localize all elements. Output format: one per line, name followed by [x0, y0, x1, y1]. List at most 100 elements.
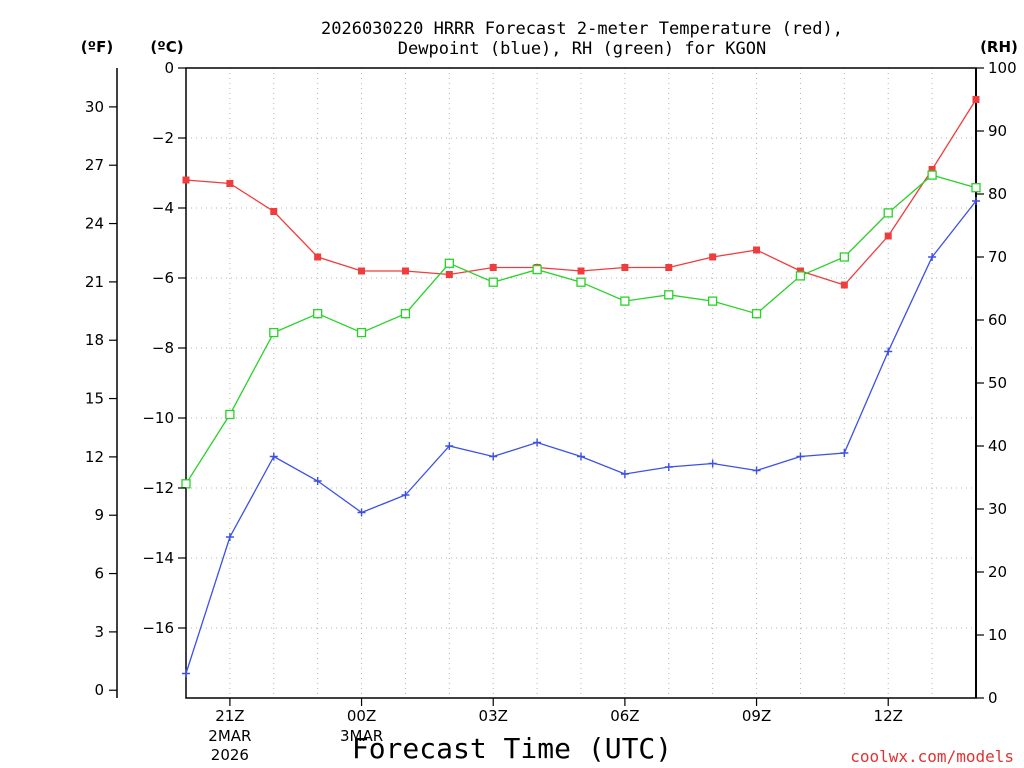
temperature-point — [709, 253, 717, 261]
rh-tick-label: 90 — [988, 122, 1007, 140]
temperature-point — [489, 264, 497, 271]
rh-tick-label: 30 — [988, 500, 1007, 518]
temperature-point — [928, 166, 936, 173]
temperature-point — [401, 267, 409, 275]
fahrenheit-tick-label: 15 — [85, 390, 104, 408]
temperature-point — [182, 176, 190, 184]
fahrenheit-tick-label: 21 — [85, 273, 104, 291]
rh-point — [356, 327, 367, 338]
celsius-tick-label: −4 — [152, 199, 174, 217]
tick-layer: 0 −2 −4 −6 −8 −10 −12 −14 −16 0 3 6 9 12 15 18 21 24 27 30 0… — [85, 59, 1017, 764]
x-tick-label: 21Z — [215, 707, 244, 725]
rh-point — [751, 309, 762, 319]
fahrenheit-tick-label: 6 — [94, 565, 104, 583]
fahrenheit-tick-label: 12 — [85, 448, 104, 466]
rh-point — [664, 290, 674, 300]
fahrenheit-tick-label: 27 — [85, 156, 104, 174]
celsius-tick-label: −8 — [152, 339, 174, 357]
rh-point — [532, 264, 542, 275]
grid — [186, 68, 976, 698]
rh-point — [883, 208, 893, 218]
x-tick-label: 06Z — [610, 707, 639, 725]
x-tick-date-label: 2MAR — [208, 727, 251, 745]
fahrenheit-unit-label: (ºF) — [81, 38, 113, 56]
dewpoint-point — [796, 452, 805, 461]
rh-tick-label: 10 — [988, 626, 1007, 644]
temperature-point — [840, 281, 848, 289]
rh-tick-label: 0 — [988, 689, 998, 707]
x-tick-label: 00Z — [347, 707, 376, 725]
temperature-point — [621, 264, 629, 271]
temperature-point — [753, 246, 761, 254]
rh-tick-label: 40 — [988, 437, 1007, 455]
rh-point — [444, 258, 454, 268]
rh-unit-label: (RH) — [980, 38, 1018, 56]
x-axis-title: Forecast Time (UTC) — [352, 732, 672, 765]
celsius-tick-label: −10 — [142, 409, 174, 427]
rh-point — [795, 271, 806, 281]
rh-tick-label: 50 — [988, 374, 1007, 392]
dewpoint-point — [533, 438, 542, 447]
rh-tick-label: 80 — [988, 185, 1007, 203]
rh-tick-label: 20 — [988, 563, 1007, 581]
dewpoint-point — [928, 253, 937, 261]
rh-point — [225, 409, 235, 420]
celsius-tick-label: −12 — [142, 479, 174, 497]
rh-point — [488, 277, 498, 287]
dewpoint-point — [577, 452, 585, 461]
dewpoint-point — [225, 533, 234, 541]
fahrenheit-tick-label: 0 — [94, 681, 104, 699]
temperature-point — [796, 267, 804, 275]
temperature-point — [884, 232, 892, 240]
rh-point — [269, 327, 279, 338]
temperature-point — [270, 208, 278, 215]
temperature-point — [314, 253, 322, 261]
rh-point — [927, 170, 937, 180]
dewpoint-point — [972, 197, 980, 205]
fahrenheit-tick-label: 9 — [94, 506, 104, 524]
rh-point — [181, 479, 191, 489]
rh-tick-label: 100 — [988, 59, 1017, 77]
fahrenheit-tick-label: 24 — [85, 215, 104, 233]
rh-point — [400, 309, 411, 319]
fahrenheit-tick-label: 18 — [85, 331, 104, 349]
rh-point — [708, 296, 718, 306]
celsius-tick-label: 0 — [164, 59, 174, 77]
dewpoint-point — [401, 491, 410, 499]
celsius-tick-label: −2 — [152, 129, 174, 147]
dewpoint-point — [269, 452, 278, 461]
temperature-point — [972, 96, 980, 103]
x-tick-date-label: 3MAR — [340, 727, 383, 745]
rh-tick-label: 60 — [988, 311, 1007, 329]
dewpoint-point — [182, 669, 190, 678]
chart-title-line2: Dewpoint (blue), RH (green) for KGON — [398, 39, 766, 59]
x-tick-year-label: 2026 — [211, 746, 249, 764]
fahrenheit-tick-label: 3 — [94, 623, 104, 641]
rh-line — [185, 174, 977, 485]
dewpoint-point — [313, 477, 322, 485]
dewpoint-point — [664, 463, 673, 471]
celsius-tick-label: −14 — [142, 549, 174, 567]
x-tick-label: 03Z — [479, 707, 508, 725]
temperature-line — [185, 99, 977, 286]
fahrenheit-tick-label: 30 — [85, 98, 104, 116]
dewpoint-point — [620, 470, 629, 478]
celsius-tick-label: −6 — [152, 269, 174, 287]
temperature-point — [665, 264, 673, 271]
temperature-point — [358, 267, 366, 275]
dewpoint-point — [752, 466, 761, 475]
celsius-unit-label: (ºC) — [150, 38, 183, 56]
chart-title-line1: 2026030220 HRRR Forecast 2-meter Tempera… — [321, 19, 843, 39]
x-tick-label: 12Z — [874, 707, 903, 725]
temperature-point — [577, 267, 585, 275]
rh-tick-label: 70 — [988, 248, 1007, 266]
credit-link[interactable]: coolwx.com/models — [850, 747, 1014, 766]
dewpoint-point — [357, 508, 366, 517]
temperature-point — [445, 271, 453, 278]
rh-point — [313, 309, 323, 319]
rh-point — [620, 296, 630, 306]
series-layer — [181, 96, 981, 678]
temperature-point — [226, 180, 234, 187]
dewpoint-point — [489, 452, 498, 461]
